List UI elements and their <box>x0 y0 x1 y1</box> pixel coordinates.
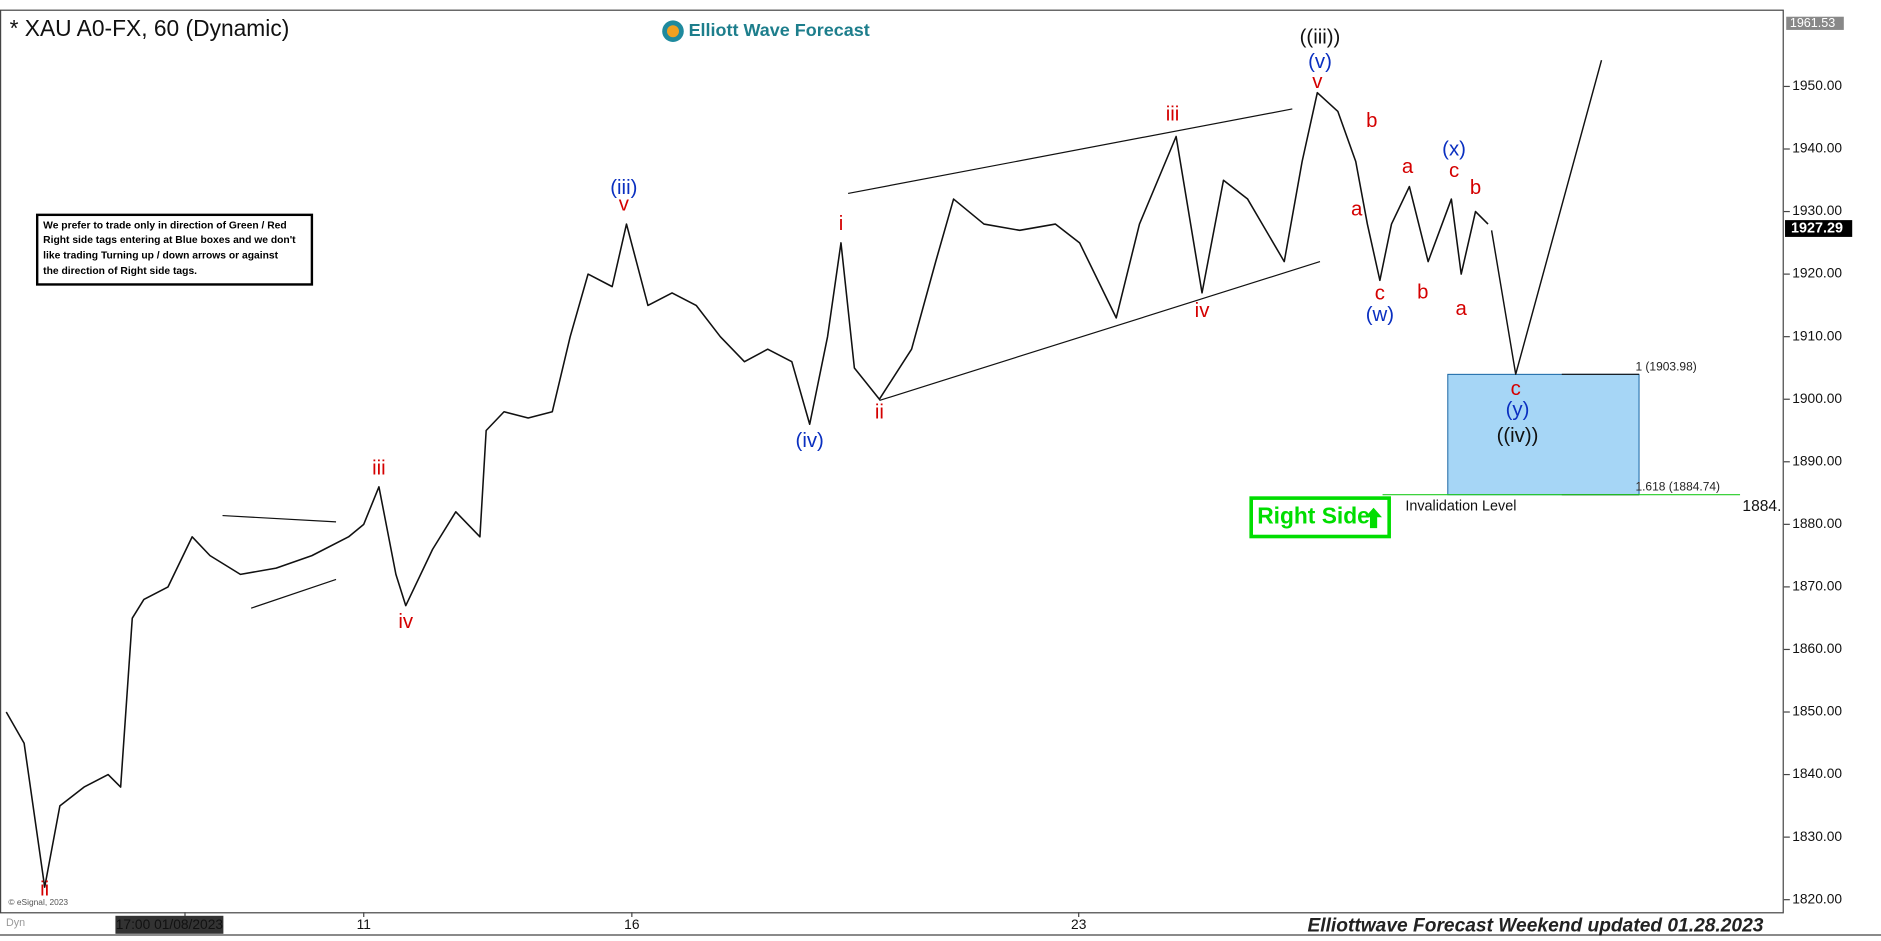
wave-label: iii <box>1166 104 1180 126</box>
wave-label: a <box>1402 156 1414 178</box>
wave-label: ((iii)) <box>1300 27 1341 49</box>
y-tick-label: 1880.00 <box>1792 516 1842 531</box>
y-tick-label: 1920.00 <box>1792 266 1842 281</box>
y-tick-label: 1860.00 <box>1792 641 1842 656</box>
trendline <box>879 261 1321 402</box>
brand-name: Elliott Wave Forecast <box>689 20 870 40</box>
target-box <box>1447 373 1640 496</box>
y-tick-label: 1930.00 <box>1792 203 1842 218</box>
note-line: the direction of Right side tags. <box>43 266 197 277</box>
y-tick-label: 1820.00 <box>1792 891 1842 906</box>
y-tick-label: 1900.00 <box>1792 391 1842 406</box>
wave-label: c <box>1449 160 1459 182</box>
logo-icon-inner <box>666 25 679 38</box>
wave-label: v <box>619 194 630 216</box>
wave-label: a <box>1351 199 1363 221</box>
target-level-label: 1.618 (1884.74) <box>1635 480 1720 494</box>
note-box <box>35 213 314 286</box>
wave-label: c <box>1511 378 1521 400</box>
y-tick-label: 1870.00 <box>1792 579 1842 594</box>
x-tick-label: 23 <box>1071 917 1087 932</box>
last-price-box <box>1785 220 1853 237</box>
wave-label: ii <box>875 401 884 423</box>
y-tick-label: 1850.00 <box>1792 704 1842 719</box>
y-tick-label: 1890.00 <box>1792 453 1842 468</box>
note-line: Right side tags entering at Blue boxes a… <box>43 235 296 246</box>
y-tick-label: 1950.00 <box>1792 78 1842 93</box>
trendline <box>250 578 337 609</box>
wave-label: b <box>1417 281 1428 303</box>
y-tick-label: 1840.00 <box>1792 766 1842 781</box>
wave-label: (y) <box>1506 399 1530 421</box>
x-tick-label: 16 <box>624 917 640 932</box>
wave-label: iv <box>1195 300 1211 322</box>
x-tick-label: 11 <box>357 917 371 932</box>
wave-label: a <box>1456 298 1468 320</box>
last-price-label: 1927.29 <box>1791 220 1843 236</box>
right-side-arrow <box>1365 507 1382 529</box>
projection-line <box>1490 59 1603 375</box>
wave-label: b <box>1470 177 1481 199</box>
chart-title: * XAU A0-FX, 60 (Dynamic) <box>10 15 290 41</box>
wave-label: b <box>1366 110 1377 132</box>
wave-label: v <box>1312 71 1323 93</box>
x-tick-label-box <box>115 915 224 934</box>
wave-label: iv <box>398 611 414 633</box>
corner-label: Dyn <box>6 917 25 929</box>
wave-label: (iii) <box>610 177 637 199</box>
copyright: © eSignal, 2023 <box>8 897 68 907</box>
right-side-text: Right Side <box>1257 502 1370 528</box>
wave-label: i <box>839 213 844 235</box>
invalidation-price: 1884. <box>1742 498 1781 515</box>
y-tick-label: 1940.00 <box>1792 141 1842 156</box>
brand-logo: Elliott Wave Forecast <box>662 20 870 43</box>
wave-label: c <box>1375 283 1385 305</box>
top-price-label: 1961.53 <box>1790 16 1835 30</box>
note-line: like trading Turning up / down arrows or… <box>43 250 278 261</box>
top-price-box <box>1786 16 1844 30</box>
wave-label: iii <box>372 458 386 480</box>
trendline <box>222 514 337 523</box>
price-line <box>5 91 1489 888</box>
wave-label: (w) <box>1366 304 1394 326</box>
wave-label: (v) <box>1308 51 1332 73</box>
trendline <box>848 108 1293 195</box>
note-line: We prefer to trade only in direction of … <box>43 220 286 231</box>
y-tick-label: 1910.00 <box>1792 328 1842 343</box>
target-level-label: 1 (1903.98) <box>1635 359 1696 373</box>
plot-frame <box>0 9 1784 914</box>
footer: Elliottwave Forecast Weekend updated 01.… <box>1307 916 1763 937</box>
invalidation-label: Invalidation Level <box>1405 498 1516 514</box>
x-tick-label: 17:00 01/08/2023 <box>116 917 224 932</box>
wave-label: ii <box>40 879 49 901</box>
note-text: We prefer to trade only in direction of … <box>43 220 296 277</box>
wave-label: ((iv)) <box>1497 425 1539 447</box>
right-side-tag: Right Side <box>1249 496 1391 539</box>
wave-label: (iv) <box>796 430 824 452</box>
wave-label: (x) <box>1442 139 1466 161</box>
y-tick-label: 1830.00 <box>1792 829 1842 844</box>
